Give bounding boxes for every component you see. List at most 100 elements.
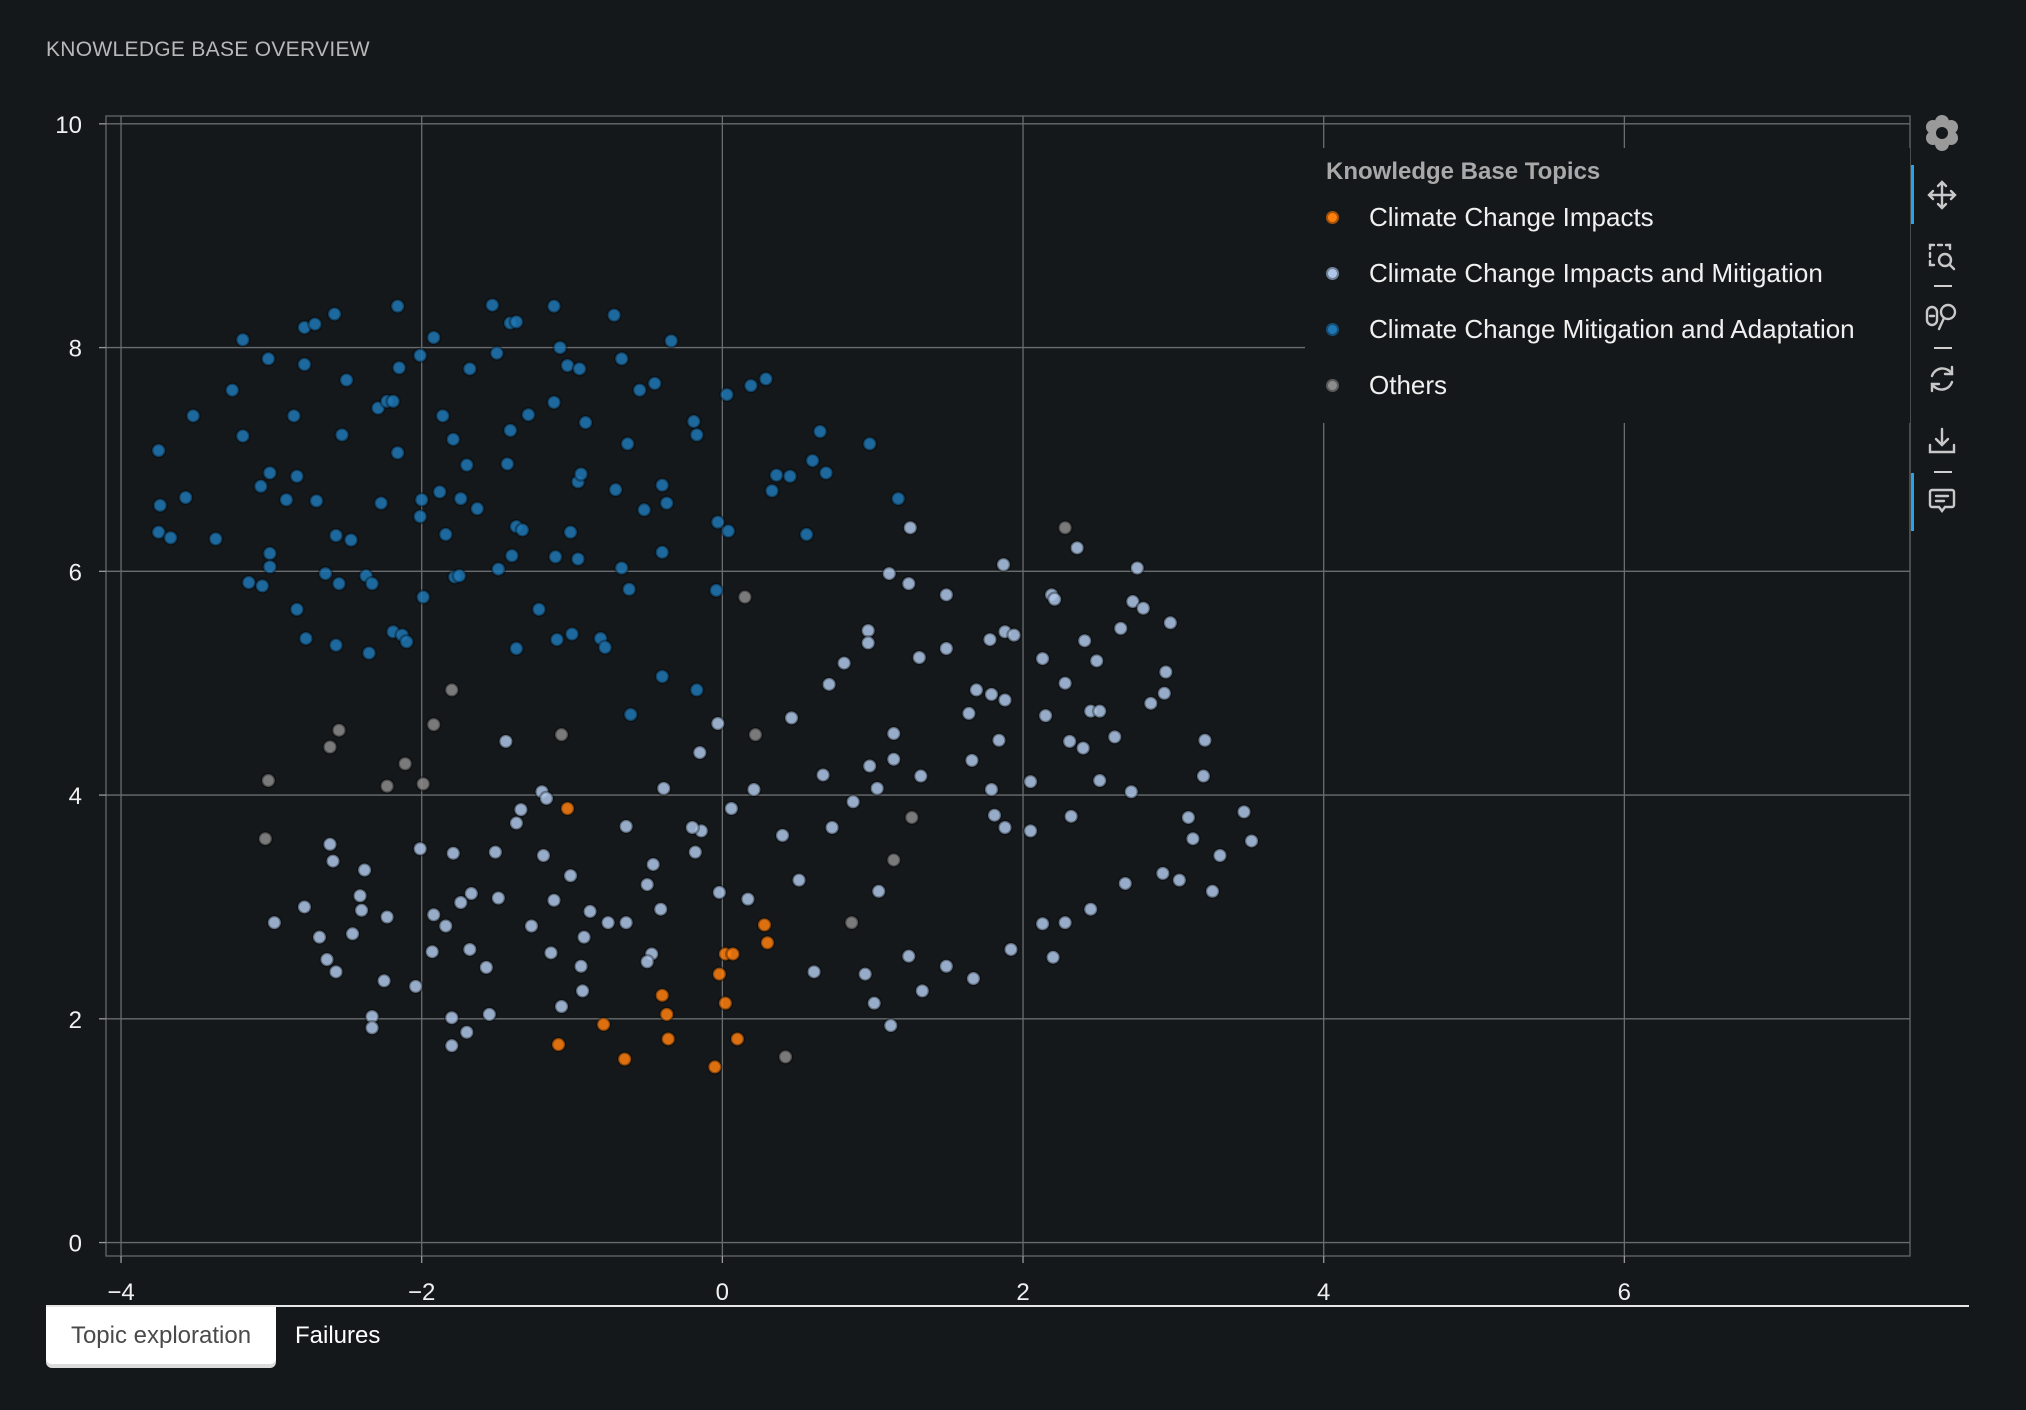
data-point-others[interactable] — [260, 772, 277, 789]
data-point-climate-change-impacts-and-mitigation[interactable] — [711, 884, 728, 901]
data-point-climate-change-impacts-and-mitigation[interactable] — [1158, 664, 1174, 680]
data-point-climate-change-mitigation-and-adaptation[interactable] — [289, 468, 305, 484]
data-point-climate-change-impacts-and-mitigation[interactable] — [1034, 915, 1051, 932]
data-point-climate-change-impacts-and-mitigation[interactable] — [986, 807, 1003, 823]
data-point-climate-change-impacts-and-mitigation[interactable] — [938, 640, 955, 657]
data-point-climate-change-mitigation-and-adaptation[interactable] — [343, 532, 359, 548]
data-point-climate-change-mitigation-and-adaptation[interactable] — [469, 500, 486, 517]
data-point-climate-change-mitigation-and-adaptation[interactable] — [462, 361, 478, 377]
wheel-zoom-icon[interactable] — [1920, 295, 1964, 339]
data-point-others[interactable] — [737, 589, 753, 605]
data-point-climate-change-impacts-and-mitigation[interactable] — [1045, 949, 1061, 966]
data-point-climate-change-mitigation-and-adaptation[interactable] — [502, 422, 519, 439]
data-point-climate-change-mitigation-and-adaptation[interactable] — [549, 631, 565, 648]
data-point-climate-change-impacts-and-mitigation[interactable] — [459, 1024, 475, 1041]
data-point-climate-change-mitigation-and-adaptation[interactable] — [326, 306, 343, 322]
data-point-climate-change-mitigation-and-adaptation[interactable] — [385, 393, 401, 410]
data-point-climate-change-mitigation-and-adaptation[interactable] — [719, 386, 735, 403]
data-point-climate-change-impacts-and-mitigation[interactable] — [1057, 675, 1073, 691]
data-point-climate-change-impacts-and-mitigation[interactable] — [870, 883, 887, 900]
data-point-climate-change-mitigation-and-adaptation[interactable] — [708, 582, 725, 599]
data-point-others[interactable] — [553, 726, 570, 743]
data-point-climate-change-impacts-and-mitigation[interactable] — [508, 815, 525, 831]
data-point-climate-change-mitigation-and-adaptation[interactable] — [370, 400, 386, 416]
data-point-climate-change-impacts-and-mitigation[interactable] — [997, 692, 1013, 708]
data-point-climate-change-mitigation-and-adaptation[interactable] — [546, 298, 562, 314]
data-point-climate-change-impacts-and-mitigation[interactable] — [311, 929, 328, 945]
data-point-climate-change-mitigation-and-adaptation[interactable] — [278, 491, 295, 508]
data-point-climate-change-mitigation-and-adaptation[interactable] — [150, 524, 167, 540]
data-point-climate-change-mitigation-and-adaptation[interactable] — [689, 682, 705, 698]
data-point-climate-change-mitigation-and-adaptation[interactable] — [658, 495, 675, 511]
data-point-climate-change-impacts-and-mitigation[interactable] — [824, 819, 840, 836]
data-point-climate-change-impacts-and-mitigation[interactable] — [983, 686, 1000, 703]
data-point-climate-change-mitigation-and-adaptation[interactable] — [720, 523, 737, 539]
data-point-climate-change-impacts-and-mitigation[interactable] — [425, 907, 442, 923]
data-point-climate-change-impacts-and-mitigation[interactable] — [535, 847, 552, 864]
data-point-climate-change-impacts-and-mitigation[interactable] — [543, 945, 559, 961]
data-point-climate-change-mitigation-and-adaptation[interactable] — [508, 640, 525, 657]
data-point-climate-change-impacts-and-mitigation[interactable] — [453, 894, 469, 911]
data-point-climate-change-impacts-and-mitigation[interactable] — [723, 800, 740, 817]
data-point-climate-change-impacts-and-mitigation[interactable] — [1125, 593, 1141, 610]
data-point-climate-change-impacts-and-mitigation[interactable] — [860, 622, 876, 639]
data-point-climate-change-mitigation-and-adaptation[interactable] — [298, 630, 314, 647]
data-point-climate-change-mitigation-and-adaptation[interactable] — [520, 406, 537, 423]
tab-topic-exploration[interactable]: Topic exploration — [46, 1307, 276, 1364]
data-point-climate-change-mitigation-and-adaptation[interactable] — [389, 298, 406, 314]
data-point-climate-change-impacts-and-mitigation[interactable] — [857, 966, 873, 982]
data-point-climate-change-impacts-and-mitigation[interactable] — [438, 918, 454, 934]
data-point-climate-change-mitigation-and-adaptation[interactable] — [619, 436, 636, 452]
data-point-climate-change-impacts[interactable] — [729, 1031, 746, 1047]
data-point-climate-change-impacts[interactable] — [559, 800, 576, 817]
data-point-climate-change-impacts-and-mitigation[interactable] — [961, 705, 977, 722]
data-point-climate-change-impacts[interactable] — [756, 917, 773, 933]
data-point-climate-change-mitigation-and-adaptation[interactable] — [150, 442, 167, 459]
data-point-others[interactable] — [444, 682, 460, 698]
legend-item-climate-change-impacts[interactable]: Climate Change Impacts — [1326, 202, 1654, 233]
data-point-climate-change-impacts-and-mitigation[interactable] — [481, 1006, 498, 1023]
data-point-climate-change-impacts-and-mitigation[interactable] — [1204, 883, 1221, 900]
data-point-climate-change-impacts-and-mitigation[interactable] — [424, 943, 440, 960]
data-point-climate-change-mitigation-and-adaptation[interactable] — [552, 339, 568, 356]
data-point-climate-change-impacts-and-mitigation[interactable] — [1236, 804, 1252, 820]
data-point-climate-change-mitigation-and-adaptation[interactable] — [398, 634, 415, 650]
data-point-climate-change-mitigation-and-adaptation[interactable] — [484, 297, 501, 313]
bokeh-logo-icon[interactable] — [1920, 111, 1964, 155]
data-point-climate-change-mitigation-and-adaptation[interactable] — [438, 526, 454, 543]
data-point-climate-change-impacts-and-mitigation[interactable] — [1088, 653, 1105, 669]
data-point-climate-change-impacts-and-mitigation[interactable] — [869, 780, 885, 797]
legend-item-mitigation-and-adaptation[interactable]: Climate Change Mitigation and Adaptation — [1326, 314, 1855, 345]
data-point-climate-change-impacts-and-mitigation[interactable] — [1143, 695, 1159, 712]
data-point-climate-change-mitigation-and-adaptation[interactable] — [451, 568, 468, 584]
data-point-climate-change-impacts-and-mitigation[interactable] — [1162, 615, 1179, 631]
data-point-climate-change-mitigation-and-adaptation[interactable] — [453, 490, 469, 507]
data-point-climate-change-impacts-and-mitigation[interactable] — [1057, 914, 1073, 931]
data-point-climate-change-mitigation-and-adaptation[interactable] — [798, 526, 815, 543]
data-point-climate-change-impacts-and-mitigation[interactable] — [574, 983, 591, 999]
data-point-climate-change-impacts-and-mitigation[interactable] — [328, 964, 344, 980]
data-point-climate-change-mitigation-and-adaptation[interactable] — [564, 626, 580, 642]
data-point-climate-change-mitigation-and-adaptation[interactable] — [307, 316, 323, 332]
data-point-climate-change-impacts-and-mitigation[interactable] — [325, 853, 341, 869]
data-point-climate-change-mitigation-and-adaptation[interactable] — [338, 372, 355, 388]
data-point-climate-change-impacts-and-mitigation[interactable] — [618, 914, 634, 931]
data-point-climate-change-mitigation-and-adaptation[interactable] — [328, 637, 344, 653]
data-point-climate-change-impacts-and-mitigation[interactable] — [546, 892, 562, 908]
data-point-climate-change-impacts-and-mitigation[interactable] — [1063, 808, 1079, 825]
data-point-climate-change-impacts[interactable] — [654, 987, 670, 1004]
data-point-climate-change-impacts-and-mitigation[interactable] — [600, 914, 616, 931]
tab-failures[interactable]: Failures — [295, 1321, 381, 1349]
data-point-climate-change-impacts-and-mitigation[interactable] — [445, 845, 462, 862]
data-point-climate-change-mitigation-and-adaptation[interactable] — [613, 351, 630, 367]
data-point-climate-change-impacts-and-mitigation[interactable] — [982, 631, 998, 648]
data-point-climate-change-impacts-and-mitigation[interactable] — [861, 758, 878, 774]
data-point-climate-change-impacts-and-mitigation[interactable] — [845, 794, 861, 810]
data-point-climate-change-impacts-and-mitigation[interactable] — [645, 856, 661, 873]
reset-icon[interactable] — [1920, 357, 1964, 401]
data-point-climate-change-impacts-and-mitigation[interactable] — [1129, 560, 1146, 576]
data-point-climate-change-impacts-and-mitigation[interactable] — [860, 635, 876, 651]
data-point-others[interactable] — [331, 722, 347, 738]
data-point-climate-change-impacts-and-mitigation[interactable] — [523, 918, 540, 934]
data-point-climate-change-mitigation-and-adaptation[interactable] — [286, 408, 302, 424]
